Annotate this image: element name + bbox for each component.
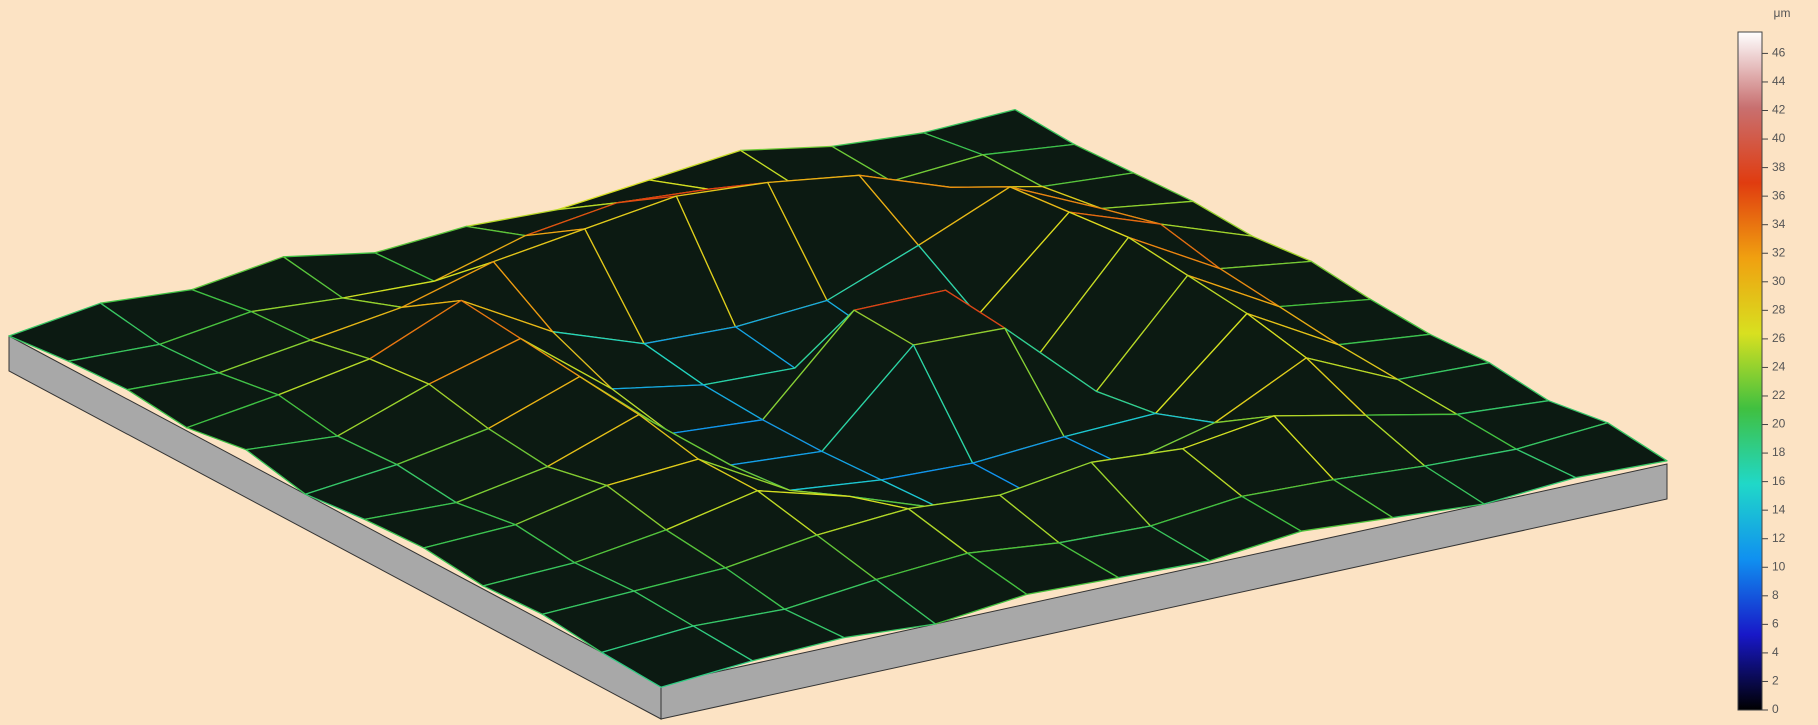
colorbar-ticks: 0246810121416182022242628303234363840424… (1762, 46, 1786, 717)
surface-mesh (9, 110, 1667, 688)
colorbar-tick-label: 40 (1772, 131, 1786, 145)
colorbar-tick-label: 30 (1772, 274, 1786, 288)
colorbar-tick-label: 26 (1772, 331, 1786, 345)
colorbar-tick-label: 36 (1772, 188, 1786, 202)
colorbar-tick-label: 28 (1772, 303, 1786, 317)
colorbar-tick-label: 0 (1772, 702, 1779, 716)
colorbar-tick-label: 34 (1772, 217, 1786, 231)
colorbar-tick-label: 44 (1772, 74, 1786, 88)
colorbar-tick-label: 24 (1772, 360, 1786, 374)
colorbar-unit: μm (1774, 6, 1791, 20)
colorbar-tick-label: 16 (1772, 474, 1786, 488)
colorbar-tick-label: 22 (1772, 388, 1786, 402)
colorbar-tick-label: 32 (1772, 245, 1786, 259)
colorbar-tick-label: 2 (1772, 674, 1779, 688)
colorbar-tick-label: 20 (1772, 417, 1786, 431)
colorbar-tick-label: 46 (1772, 46, 1786, 60)
colorbar-tick-label: 38 (1772, 160, 1786, 174)
colorbar-tick-label: 6 (1772, 617, 1779, 631)
colorbar-tick-label: 12 (1772, 531, 1786, 545)
colorbar-tick-label: 18 (1772, 445, 1786, 459)
colorbar-tick-label: 42 (1772, 103, 1786, 117)
chart: μm 0246810121416182022242628303234363840… (0, 0, 1818, 725)
colorbar-tick-label: 10 (1772, 559, 1786, 573)
colorbar-tick-label: 8 (1772, 588, 1779, 602)
colorbar-tick-label: 4 (1772, 645, 1779, 659)
colorbar (1738, 32, 1762, 710)
page: {"chart_data": {"type": "surface3d", "zl… (0, 0, 1818, 725)
colorbar-tick-label: 14 (1772, 502, 1786, 516)
